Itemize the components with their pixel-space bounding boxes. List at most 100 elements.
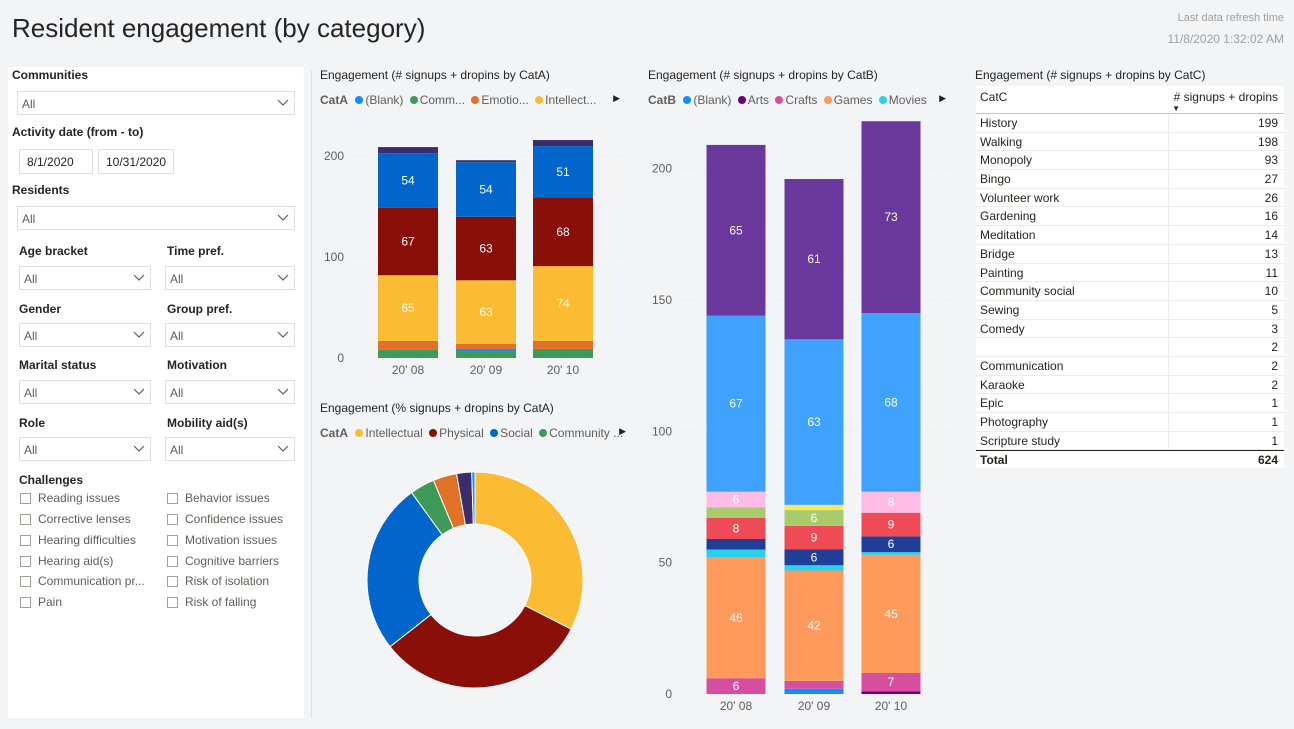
table-row[interactable]: Community social 10 — [976, 282, 1284, 301]
table-row[interactable]: Gardening 16 — [976, 207, 1284, 227]
communities-dropdown[interactable]: All — [17, 91, 295, 115]
y-tick-label: 50 — [659, 556, 673, 570]
cell-catc: History — [980, 116, 1018, 130]
column-separator — [1168, 282, 1169, 300]
legend-next-arrow-icon[interactable]: ▶ — [619, 426, 626, 436]
checkbox-box[interactable] — [20, 576, 31, 587]
legend-next-arrow-icon[interactable]: ▶ — [939, 93, 946, 103]
table-row[interactable]: Bingo 27 — [976, 170, 1284, 189]
bar-segment — [784, 179, 844, 340]
date-to-input[interactable]: 10/31/2020 — [98, 149, 174, 174]
table-row[interactable]: Painting 11 — [976, 263, 1284, 283]
group-pref-dropdown[interactable]: All — [165, 323, 295, 347]
gender-dropdown[interactable]: All — [19, 323, 151, 347]
cata-legend-title: CatA — [320, 93, 349, 107]
mobility-aid-dropdown[interactable]: All — [165, 437, 295, 461]
legend-item[interactable]: Games — [823, 93, 872, 107]
bar-segment — [784, 510, 844, 526]
checkbox-box[interactable] — [167, 597, 178, 608]
cata-legend: CatA (Blank) Comm... Emotio... Intellect… — [320, 93, 620, 109]
total-label: Total — [980, 453, 1008, 468]
checkbox-box[interactable] — [20, 514, 31, 525]
refresh-timestamp: 11/8/2020 1:32:02 AM — [1167, 32, 1284, 46]
table-row[interactable]: History 199 — [976, 114, 1284, 133]
legend-item[interactable]: Movies — [878, 93, 927, 107]
checkbox-label: Cognitive barriers — [185, 554, 280, 568]
column-header-catc[interactable]: CatC — [980, 90, 1008, 104]
checkbox-box[interactable] — [20, 556, 31, 567]
y-tick-label: 100 — [652, 424, 672, 438]
cata-donut-title: Engagement (% signups + dropins by CatA) — [320, 401, 554, 415]
motivation-dropdown[interactable]: All — [165, 380, 295, 404]
bar-segment — [456, 162, 516, 217]
checkbox-box[interactable] — [20, 597, 31, 608]
table-row[interactable]: 2 — [976, 338, 1284, 357]
table-total-row: Total 624 — [976, 450, 1284, 468]
cell-count: 2 — [1271, 358, 1278, 373]
panel-divider — [311, 70, 312, 718]
cell-count: 13 — [1264, 246, 1278, 261]
chevron-down-icon — [133, 328, 145, 340]
table-row[interactable]: Meditation 14 — [976, 226, 1284, 245]
legend-item[interactable]: (Blank) — [355, 93, 403, 107]
legend-next-arrow-icon[interactable]: ▶ — [613, 93, 620, 103]
table-row[interactable]: Sewing 5 — [976, 300, 1284, 320]
bar-segment — [706, 557, 766, 679]
bar-segment — [378, 349, 438, 358]
table-row[interactable]: Bridge 13 — [976, 244, 1284, 264]
checkbox-label: Risk of falling — [185, 595, 257, 609]
cell-catc: Bridge — [980, 246, 1015, 261]
legend-item[interactable]: Crafts — [775, 93, 817, 107]
residents-dropdown[interactable]: All — [17, 206, 295, 230]
legend-item[interactable]: Intellectual — [355, 426, 423, 440]
legend-item[interactable]: Physical — [429, 426, 484, 440]
table-row[interactable]: Photography 1 — [976, 413, 1284, 432]
legend-item[interactable]: Emotio... — [471, 93, 529, 107]
date-from-input[interactable]: 8/1/2020 — [19, 149, 93, 174]
table-row[interactable]: Monopoly 93 — [976, 151, 1284, 171]
table-row[interactable]: Communication 2 — [976, 356, 1284, 376]
legend-item[interactable]: (Blank) — [683, 93, 731, 107]
checkbox-label: Hearing difficulties — [38, 533, 136, 547]
table-row[interactable]: Comedy 3 — [976, 319, 1284, 339]
legend-item[interactable]: Arts — [737, 93, 769, 107]
data-label: 8 — [733, 521, 740, 535]
bar-segment — [861, 554, 921, 673]
checkbox-box[interactable] — [167, 535, 178, 546]
role-dropdown[interactable]: All — [19, 437, 151, 461]
data-label: 8 — [888, 495, 895, 509]
bar-segment — [456, 280, 516, 344]
column-separator — [1168, 170, 1169, 188]
bar-segment — [533, 266, 593, 341]
legend-item[interactable]: Community ... — [539, 426, 623, 440]
column-header-count[interactable]: # signups + dropins — [1173, 90, 1278, 104]
bar-segment — [456, 348, 516, 352]
marital-status-dropdown[interactable]: All — [19, 380, 151, 404]
gender-label: Gender — [19, 302, 62, 316]
checkbox-box[interactable] — [167, 493, 178, 504]
legend-item[interactable]: Intellect... — [535, 93, 596, 107]
legend-item[interactable]: Comm... — [409, 93, 465, 107]
legend-dot — [429, 429, 438, 437]
age-bracket-dropdown[interactable]: All — [19, 266, 151, 290]
bar-segment — [533, 197, 593, 267]
checkbox-box[interactable] — [167, 556, 178, 567]
table-row[interactable]: Walking 198 — [976, 132, 1284, 152]
checkbox-box[interactable] — [167, 514, 178, 525]
checkbox-box[interactable] — [20, 535, 31, 546]
cell-catc: Meditation — [980, 228, 1036, 243]
bar-segment — [861, 512, 921, 537]
time-pref-dropdown[interactable]: All — [165, 266, 295, 290]
communities-value: All — [22, 97, 36, 111]
checkbox-box[interactable] — [167, 576, 178, 587]
legend-item[interactable]: Social — [490, 426, 533, 440]
table-row[interactable]: Karaoke 2 — [976, 375, 1284, 395]
chevron-down-icon — [133, 442, 145, 454]
residents-value: All — [22, 212, 36, 226]
motivation-value: All — [170, 386, 184, 400]
table-row[interactable]: Epic 1 — [976, 394, 1284, 413]
column-separator — [1168, 319, 1169, 338]
checkbox-box[interactable] — [20, 493, 31, 504]
table-row[interactable]: Scripture study 1 — [976, 431, 1284, 451]
table-row[interactable]: Volunteer work 26 — [976, 188, 1284, 208]
